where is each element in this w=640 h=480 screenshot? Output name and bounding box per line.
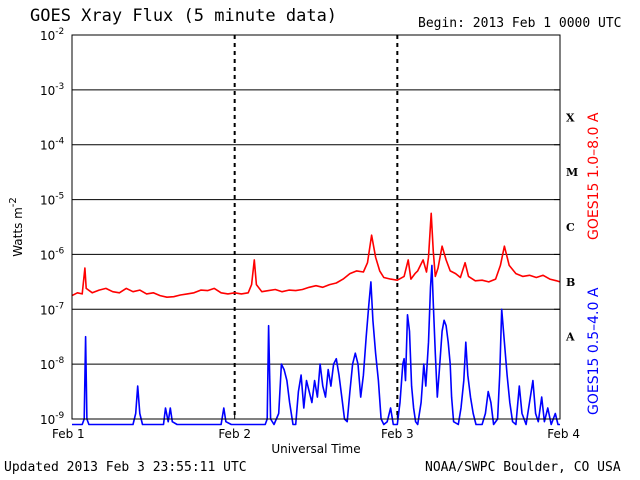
series-line-long bbox=[71, 212, 561, 299]
y-tick-label: 10-6 bbox=[40, 246, 65, 262]
x-tick-label: Feb 2 bbox=[218, 427, 251, 441]
y-tick-label: 10-2 bbox=[40, 27, 64, 43]
x-tick-label: Feb 4 bbox=[547, 427, 580, 441]
series-label-short: GOES15 0.5–4.0 A bbox=[586, 287, 602, 415]
credit-label: NOAA/SWPC Boulder, CO USA bbox=[425, 460, 621, 475]
chart-title: GOES Xray Flux (5 minute data) bbox=[30, 6, 338, 26]
y-tick-label: 10-3 bbox=[40, 82, 64, 98]
y-tick-label: 10-7 bbox=[40, 301, 64, 317]
y-tick-label: 10-9 bbox=[40, 411, 65, 427]
flare-class-label: M bbox=[566, 166, 578, 179]
flare-class-label: A bbox=[565, 331, 575, 344]
series-label-long: GOES15 1.0–8.0 A bbox=[586, 112, 602, 240]
plot-frame bbox=[71, 34, 561, 420]
flare-class-label: B bbox=[566, 276, 575, 289]
y-tick-label: 10-8 bbox=[40, 356, 65, 372]
updated-timestamp: Updated 2013 Feb 3 23:55:11 UTC bbox=[4, 460, 247, 475]
y-tick-label: 10-4 bbox=[40, 137, 65, 153]
x-tick-label: Feb 3 bbox=[381, 427, 414, 441]
x-tick-label: Feb 1 bbox=[52, 427, 85, 441]
flare-class-label: C bbox=[566, 221, 575, 234]
y-tick-label: 10-5 bbox=[40, 192, 64, 208]
series-line-short bbox=[72, 264, 560, 426]
y-axis-label: Watts m-2 bbox=[8, 197, 25, 257]
begin-time-label: Begin: 2013 Feb 1 0000 UTC bbox=[418, 16, 622, 31]
flare-class-label: X bbox=[566, 111, 575, 124]
x-axis-label: Universal Time bbox=[271, 442, 360, 456]
